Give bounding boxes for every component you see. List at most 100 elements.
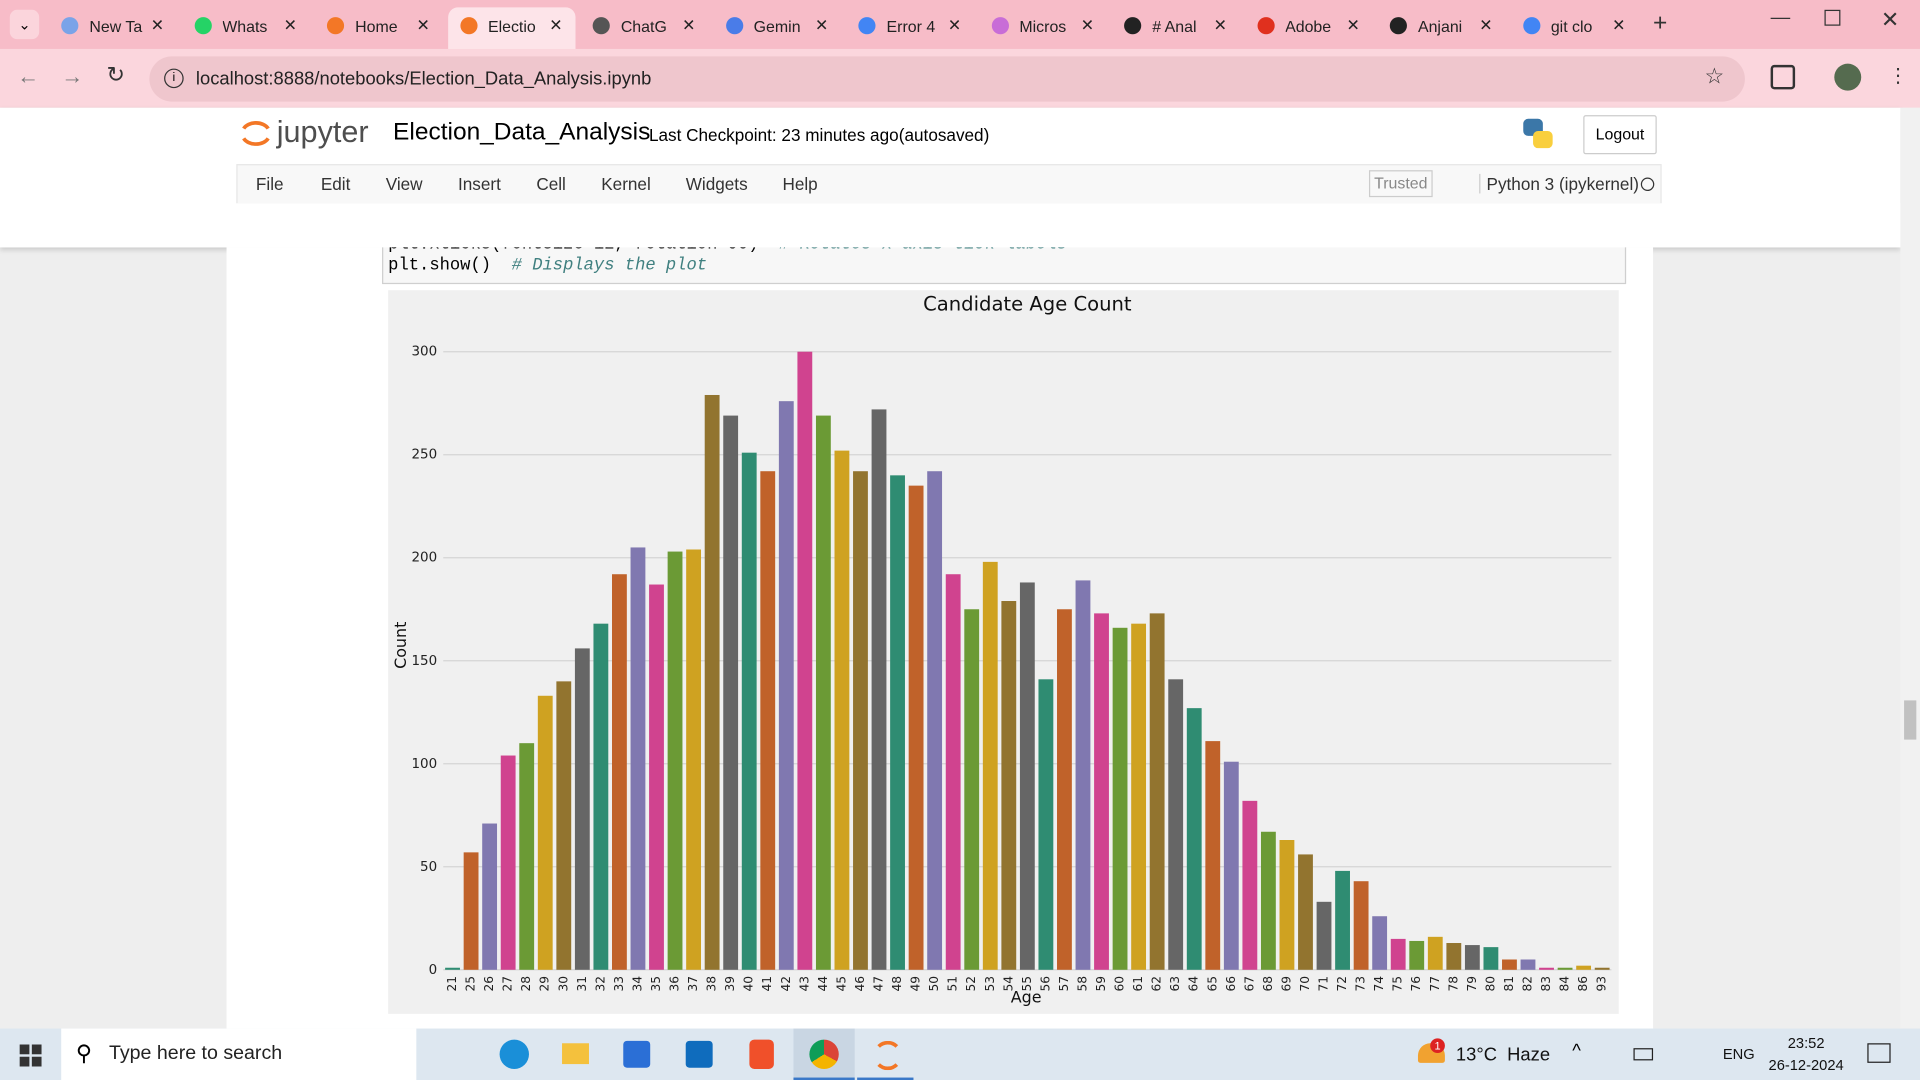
tab-close[interactable]: ✕ — [815, 15, 829, 35]
tab-close[interactable]: ✕ — [947, 15, 962, 35]
reload[interactable]: ↻ — [106, 62, 126, 87]
x-tick-label: 58 — [1075, 976, 1089, 992]
start-button[interactable] — [19, 1044, 42, 1067]
bar — [1279, 840, 1295, 970]
bar — [1594, 967, 1610, 970]
outlook-icon[interactable] — [685, 1040, 713, 1068]
x-tick-label: 67 — [1242, 976, 1256, 992]
explorer-icon[interactable] — [562, 1043, 589, 1065]
chart-title: Candidate Age Count — [923, 292, 1132, 315]
bar — [778, 401, 794, 970]
tab-close[interactable]: ✕ — [150, 15, 165, 35]
menu-item[interactable]: View — [385, 173, 423, 194]
x-tick-label: 52 — [964, 976, 978, 992]
menu-item[interactable]: Insert — [457, 173, 501, 194]
tab[interactable]: Micros ✕ — [979, 7, 1106, 49]
chrome-task[interactable] — [793, 1028, 855, 1080]
bar — [815, 415, 831, 970]
menu-item[interactable]: Help — [782, 173, 818, 194]
code-line: plt.show() # Displays the plot — [388, 256, 707, 276]
jupyter-task[interactable] — [857, 1029, 914, 1080]
bar — [1409, 940, 1425, 970]
bar — [741, 452, 757, 970]
x-tick-label: 45 — [834, 976, 848, 992]
tab[interactable]: Adobe ✕ — [1245, 7, 1372, 49]
jupyter-logo[interactable]: jupyter — [276, 115, 369, 150]
tab[interactable]: Home ✕ — [315, 7, 442, 49]
trusted[interactable]: Trusted — [1368, 170, 1433, 198]
tab[interactable]: New Ta ✕ — [49, 7, 176, 49]
x-tick-label: 93 — [1595, 976, 1609, 992]
tab-close[interactable]: ✕ — [283, 15, 297, 35]
notebook-name[interactable]: Election_Data_Analysis — [393, 118, 651, 146]
menu-item[interactable]: File — [255, 173, 284, 194]
tab[interactable]: Gemin ✕ — [713, 7, 840, 49]
menu-item[interactable]: Cell — [536, 173, 566, 194]
bookmark[interactable]: ☆ — [1704, 63, 1725, 89]
site-info[interactable]: i — [164, 68, 184, 89]
address-bar[interactable]: i localhost:8888/notebooks/Election_Data… — [149, 56, 1745, 102]
tab[interactable]: git clo ✕ — [1510, 7, 1637, 49]
tab-close[interactable]: ✕ — [1612, 15, 1626, 35]
y-tick-label: 100 — [411, 757, 437, 772]
x-tick-label: 53 — [983, 976, 997, 992]
tab-close[interactable]: ✕ — [682, 15, 696, 35]
battery[interactable] — [1633, 1048, 1654, 1061]
scrollbar[interactable] — [1900, 107, 1920, 1029]
bar — [871, 409, 887, 970]
tab-search[interactable]: ⌄ — [9, 9, 40, 40]
kernel-name[interactable]: Python 3 (ipykernel) — [1479, 173, 1639, 194]
edge-icon[interactable] — [499, 1039, 529, 1069]
browser-menu[interactable]: ⋮ — [1888, 66, 1908, 87]
restore[interactable] — [1824, 9, 1841, 26]
x-tick-label: 56 — [1038, 976, 1052, 992]
extensions[interactable] — [1770, 64, 1796, 90]
menu-item[interactable]: Widgets — [685, 173, 748, 194]
scroll-thumb[interactable] — [1904, 700, 1917, 740]
tab[interactable]: ChatG ✕ — [580, 7, 707, 49]
bar — [908, 485, 924, 970]
tab-close[interactable]: ✕ — [549, 15, 563, 35]
y-tick-label: 50 — [420, 860, 437, 875]
tab-close[interactable]: ✕ — [1479, 15, 1493, 35]
back[interactable]: ← — [17, 63, 40, 89]
tab[interactable]: Electio ✕ — [447, 7, 575, 49]
clock[interactable]: 23:52 26-12-2024 — [1763, 1035, 1849, 1074]
jupyter-logo-icon — [242, 121, 270, 146]
menu-item[interactable]: Edit — [320, 173, 351, 194]
tab-close[interactable]: ✕ — [1080, 15, 1095, 35]
new-tab[interactable]: + — [1653, 9, 1668, 37]
search-box[interactable]: ⚲ Type here to search — [61, 1028, 417, 1080]
notifications[interactable] — [1867, 1043, 1891, 1063]
tab[interactable]: # Anal ✕ — [1112, 7, 1239, 49]
search-placeholder: Type here to search — [108, 1043, 283, 1065]
brave-icon[interactable] — [749, 1039, 774, 1069]
bar — [445, 967, 460, 970]
time: 23:52 — [1787, 1034, 1825, 1052]
tab-close[interactable]: ✕ — [1346, 15, 1360, 35]
tray-chevron[interactable]: ^ — [1572, 1040, 1581, 1062]
tab[interactable]: Whats ✕ — [182, 7, 309, 49]
x-tick-label: 48 — [890, 976, 904, 992]
bar — [982, 561, 998, 970]
weather[interactable]: 13°C Haze — [1455, 1044, 1551, 1066]
python-logo — [1523, 118, 1553, 149]
profile[interactable] — [1834, 63, 1862, 91]
bar — [1464, 945, 1480, 970]
tab-close[interactable]: ✕ — [1213, 15, 1227, 35]
x-tick-label: 31 — [575, 976, 589, 992]
x-tick-label: 37 — [686, 976, 700, 992]
logout-button[interactable]: Logout — [1583, 115, 1657, 155]
store-icon[interactable] — [623, 1040, 651, 1068]
menubar — [236, 164, 1662, 205]
weather-badge: 1 — [1430, 1038, 1445, 1054]
tab[interactable]: Anjani ✕ — [1378, 7, 1505, 49]
tab[interactable]: Error 4 ✕ — [846, 7, 973, 49]
forward[interactable]: → — [61, 63, 84, 89]
menu-item[interactable]: Kernel — [601, 173, 651, 194]
close-window[interactable]: ✕ — [1880, 7, 1900, 32]
language[interactable]: ENG — [1722, 1045, 1755, 1063]
minimize[interactable]: — — [1770, 7, 1791, 29]
x-tick-label: 42 — [779, 976, 793, 992]
tab-close[interactable]: ✕ — [416, 15, 430, 35]
